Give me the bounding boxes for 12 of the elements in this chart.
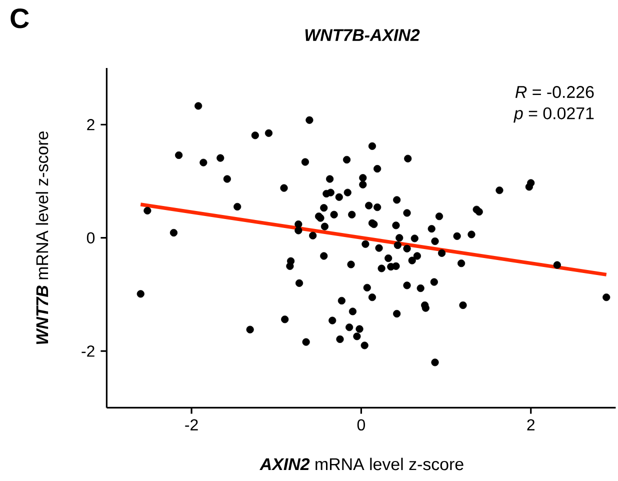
y-tick-label: -2 — [82, 346, 94, 357]
chart-title: WNT7B-AXIN2 — [305, 29, 420, 41]
y-axis-title: WNT7B mRNA level z-score — [36, 132, 48, 344]
x-tick-label: -2 — [185, 419, 198, 430]
x-tick-label: 0 — [357, 419, 365, 431]
x-axis-title: AXIN2 mRNA level z-score — [260, 458, 464, 470]
y-tick-label: 0 — [86, 232, 95, 244]
x-tick-label: 2 — [527, 419, 534, 430]
y-tick-label: 2 — [87, 119, 94, 130]
annotation: p = 0.0271 — [514, 107, 594, 123]
text: C — [10, 8, 29, 28]
annotation: R = -0.226 — [515, 86, 594, 98]
